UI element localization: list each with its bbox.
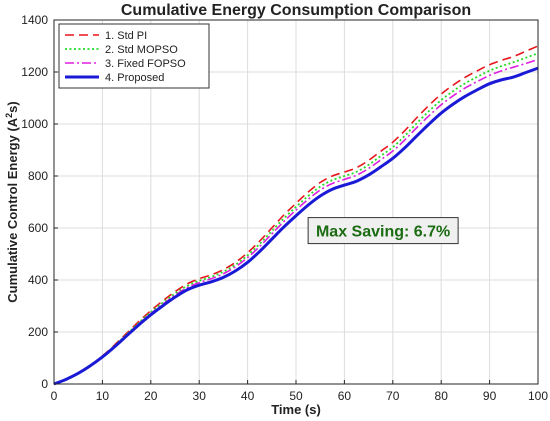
legend: 1. Std PI 2. Std MOPSO 3. Fixed FOPSO 4. Pr…	[58, 23, 210, 89]
x-tick-label: 0	[51, 389, 58, 403]
x-tick-label: 60	[338, 389, 352, 403]
y-tick-label: 1200	[21, 65, 48, 79]
legend-label: 1. Std PI	[105, 30, 147, 42]
max-saving-annotation: Max Saving: 6.7%	[307, 217, 459, 245]
legend-label: 4. Proposed	[105, 72, 164, 84]
y-axis-title-main: Cumulative Control Energy (A	[5, 117, 20, 303]
x-tick-label: 70	[386, 389, 400, 403]
legend-label: 2. Std MOPSO	[105, 44, 178, 56]
series-line-4	[53, 66, 539, 386]
x-tick-label: 20	[144, 389, 158, 403]
y-tick-label: 400	[28, 273, 48, 287]
axis-ticks: 0 10 20 30 40 50 60 70 80 90 100020040060080010001…	[21, 13, 548, 403]
y-axis-title: Cumulative Control Energy (A2s)	[4, 101, 20, 303]
series-layer	[53, 45, 539, 386]
y-tick-label: 800	[28, 169, 48, 183]
y-tick-label: 200	[28, 325, 48, 339]
legend-label: 3. Fixed FOPSO	[105, 58, 186, 70]
y-axis-title-superscript: 2	[4, 113, 14, 118]
x-tick-label: 40	[241, 389, 255, 403]
x-tick-label: 10	[96, 389, 110, 403]
chart-title: Cumulative Energy Consumption Comparison	[121, 2, 471, 19]
series-line-1	[53, 45, 539, 385]
x-tick-label: 50	[289, 389, 303, 403]
y-axis-title-tail: s)	[5, 101, 20, 113]
y-tick-label: 1400	[21, 13, 48, 27]
y-tick-label: 0	[41, 377, 48, 391]
y-tick-label: 600	[28, 221, 48, 235]
x-tick-label: 80	[435, 389, 449, 403]
x-tick-label: 90	[483, 389, 497, 403]
annotation-box	[307, 217, 459, 245]
y-tick-label: 1000	[21, 117, 48, 131]
annotation-text: Max Saving: 6.7%	[316, 224, 450, 241]
series-line-3	[53, 58, 539, 385]
x-tick-label: 30	[193, 389, 207, 403]
x-axis-title: Time (s)	[271, 402, 321, 417]
x-tick-label: 100	[528, 389, 548, 403]
